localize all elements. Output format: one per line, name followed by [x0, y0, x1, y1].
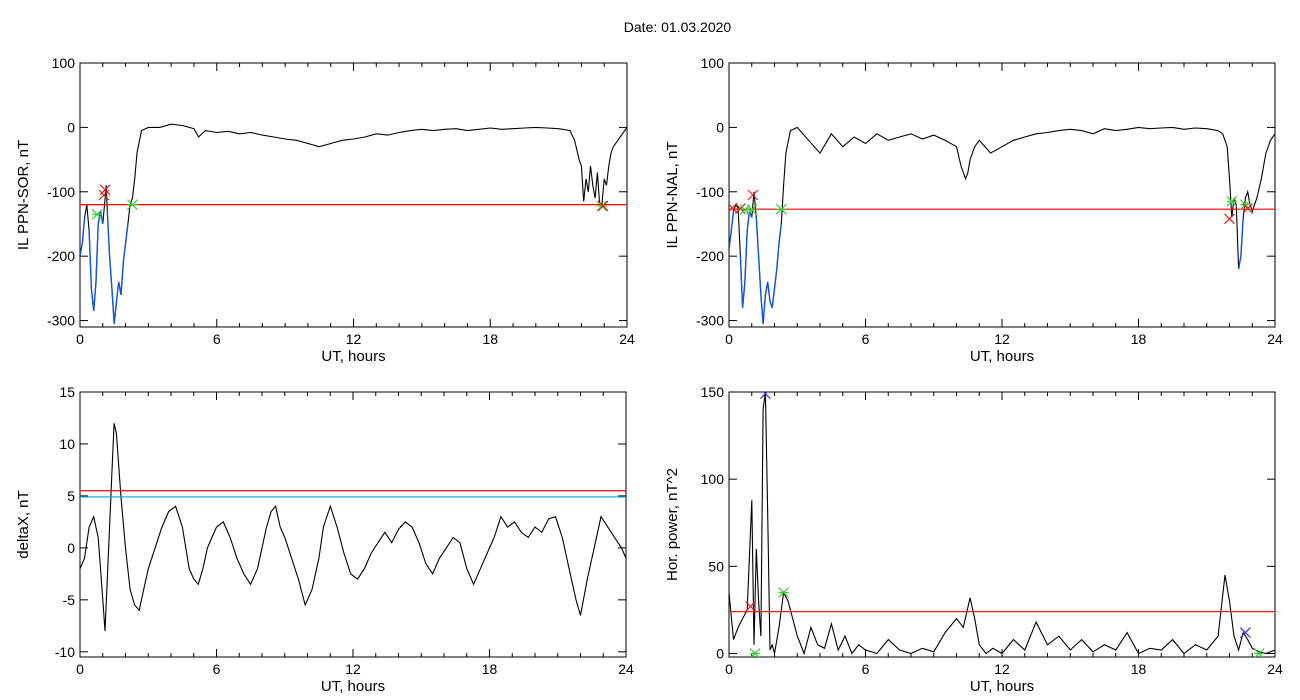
- marker-stroke: [99, 184, 111, 196]
- plot-area: [729, 126, 1275, 324]
- plot-frame: [79, 391, 627, 658]
- marker-peak: [759, 392, 771, 400]
- marker-cross-down: [1224, 213, 1235, 225]
- plot-area: [729, 392, 1275, 657]
- y-tick-label: -10: [55, 644, 75, 660]
- x-tick-label: 0: [76, 331, 84, 347]
- y-axis-label: Hor. power, nT^2: [664, 468, 681, 581]
- below-threshold-segment: [106, 211, 129, 324]
- marker-peak: [1240, 627, 1251, 639]
- y-axis-label: IL PPN-SOR, nT: [15, 140, 32, 250]
- x-tick-label: 0: [725, 661, 733, 677]
- marker-cross-up: [746, 204, 758, 216]
- panel-il-ppn-sor: 0 6 12 18 24 -300 -200 -100 0 100 UT, hours IL PPN-…: [15, 55, 635, 365]
- plot-area: [80, 123, 627, 324]
- panel-il-ppn-nal: 0 6 12 18 24 -300 -200 -100 0 100 UT, hours IL PPN-…: [664, 55, 1283, 365]
- marker-cross-down: [99, 184, 111, 196]
- marker-stroke: [759, 392, 768, 400]
- x-tick-label: 0: [76, 661, 84, 677]
- x-tick-label: 12: [994, 661, 1010, 677]
- marker-stroke: [745, 601, 757, 612]
- x-tick-label: 12: [346, 331, 362, 347]
- marker-stroke: [597, 200, 609, 212]
- marker-cross-up: [126, 199, 138, 211]
- below-threshold-segment: [80, 217, 86, 257]
- y-tick-label: -200: [47, 248, 75, 264]
- x-tick-label: 24: [619, 331, 635, 347]
- x-tick-label: 6: [862, 331, 870, 347]
- y-tick-label: 100: [701, 55, 725, 71]
- x-axis-label: UT, hours: [321, 678, 385, 695]
- marker-stroke: [734, 203, 746, 214]
- y-tick-label: -200: [696, 248, 724, 264]
- plot-area: [80, 423, 626, 632]
- marker-stroke: [747, 189, 759, 201]
- x-tick-label: 18: [1131, 661, 1147, 677]
- x-tick-label: 12: [345, 661, 361, 677]
- y-tick-label: -5: [63, 592, 76, 608]
- below-threshold-segment: [1237, 217, 1244, 270]
- y-axis-label: deltaX, nT: [15, 490, 32, 558]
- y-tick-label: -300: [696, 313, 724, 329]
- panel-deltax: 0 6 12 18 24 -10 -5 0 5 10 15 UT, hours deltaX, nT: [15, 384, 634, 695]
- marker-cross-down: [1242, 203, 1254, 214]
- x-tick-label: 6: [213, 331, 221, 347]
- marker-cross-up: [1253, 648, 1265, 657]
- y-tick-label: 150: [701, 384, 725, 400]
- y-tick-label: 0: [716, 119, 724, 135]
- marker-stroke: [1242, 203, 1254, 214]
- below-threshold-segment: [729, 211, 735, 250]
- y-axis-label: IL PPN-NAL, nT: [664, 142, 681, 249]
- plot-frame: [728, 391, 1276, 658]
- marker-cross-up: [91, 208, 103, 220]
- y-tick-label: -100: [696, 184, 724, 200]
- panel-hor-power: 0 6 12 18 24 0 50 100 150 UT, hours Hor. power, nT…: [664, 384, 1283, 695]
- marker-stroke: [1240, 627, 1251, 639]
- x-tick-label: 12: [994, 331, 1010, 347]
- x-tick-label: 6: [862, 661, 870, 677]
- marker-cross-down: [745, 601, 757, 612]
- marker-stroke: [1224, 213, 1235, 225]
- below-threshold-segment: [755, 217, 782, 324]
- x-tick-label: 0: [725, 331, 733, 347]
- marker-cross-down: [747, 189, 759, 201]
- x-tick-label: 18: [1131, 331, 1147, 347]
- y-tick-label: 0: [67, 119, 75, 135]
- y-tick-label: 100: [701, 471, 725, 487]
- x-axis-label: UT, hours: [970, 348, 1034, 365]
- below-threshold-segment: [88, 210, 104, 311]
- y-tick-label: -300: [47, 313, 75, 329]
- marker-cross-up: [596, 200, 608, 212]
- marker-cross-up: [778, 587, 790, 598]
- plot-frame: [728, 62, 1276, 328]
- x-tick-label: 18: [482, 331, 498, 347]
- series-line: [729, 392, 1275, 656]
- below-threshold-segment: [739, 210, 753, 308]
- series-line: [80, 123, 627, 324]
- series-line: [80, 423, 626, 632]
- y-tick-label: 50: [708, 558, 724, 574]
- x-tick-label: 18: [482, 661, 498, 677]
- y-tick-label: 5: [67, 488, 75, 504]
- marker-cross-up: [1226, 196, 1238, 207]
- plot-frame: [79, 62, 628, 328]
- y-tick-label: 0: [67, 540, 75, 556]
- x-tick-label: 24: [1267, 331, 1283, 347]
- marker-cross-up: [775, 203, 787, 215]
- y-tick-label: 10: [59, 436, 75, 452]
- x-tick-label: 6: [213, 661, 221, 677]
- page-title-date: Date: 01.03.2020: [623, 19, 732, 35]
- marker-cross-down: [597, 200, 609, 212]
- x-axis-label: UT, hours: [970, 678, 1034, 695]
- x-tick-label: 24: [618, 661, 634, 677]
- y-tick-label: 100: [52, 55, 76, 71]
- series-line: [729, 126, 1275, 324]
- y-tick-label: -100: [47, 184, 75, 200]
- y-tick-label: 0: [716, 646, 724, 662]
- y-tick-label: 15: [59, 384, 75, 400]
- marker-cross-up: [749, 648, 761, 657]
- x-tick-label: 24: [1267, 661, 1283, 677]
- x-axis-label: UT, hours: [321, 348, 385, 365]
